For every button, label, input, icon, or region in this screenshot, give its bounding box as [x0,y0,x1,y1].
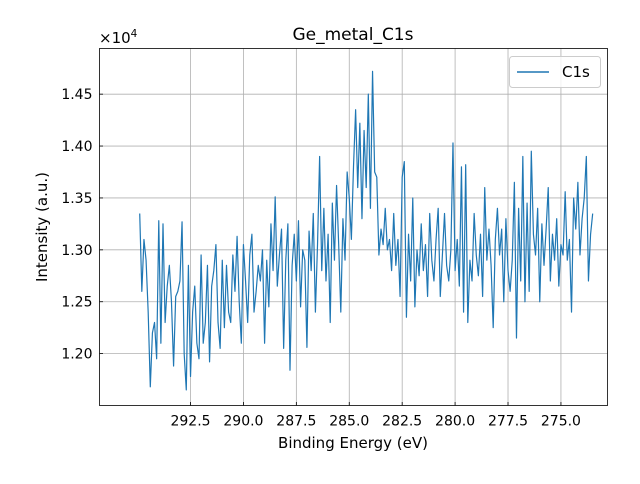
y-tick-label: 1.35 [61,191,92,207]
x-tick-label: 290.0 [223,414,263,430]
y-offset-exponent: 4 [131,28,138,40]
x-tick-label: 275.0 [541,414,581,430]
x-tick-label: 287.5 [276,414,316,430]
chart-title: Ge_metal_C1s [292,25,413,45]
plot-frame [99,48,608,406]
x-tick-label: 292.5 [170,414,210,430]
series-line-c1s [139,70,594,391]
y-tick-label: 1.30 [61,243,92,259]
ticks: 292.5 290.0 287.5 285.0 282.5 280.0 277.5 275.0… [61,87,581,429]
x-tick-label: 282.5 [382,414,422,430]
y-tick-label: 1.40 [61,139,92,155]
legend-label-c1s: C1s [562,63,590,81]
x-axis-label: Binding Energy (eV) [278,434,428,452]
series-layer [139,70,594,391]
y-offset-base: ×10 [99,29,131,47]
y-tick-label: 1.20 [61,347,92,363]
legend: C1s [509,56,601,88]
x-tick-label: 280.0 [435,414,475,430]
x-tick-label: 277.5 [488,414,528,430]
y-offset-label: ×104 [99,28,138,47]
x-tick-label: 285.0 [329,414,369,430]
y-tick-label: 1.25 [61,295,92,311]
y-tick-label: 1.45 [61,87,92,103]
legend-box [509,56,601,88]
y-axis-label: Intensity (a.u.) [33,172,51,282]
